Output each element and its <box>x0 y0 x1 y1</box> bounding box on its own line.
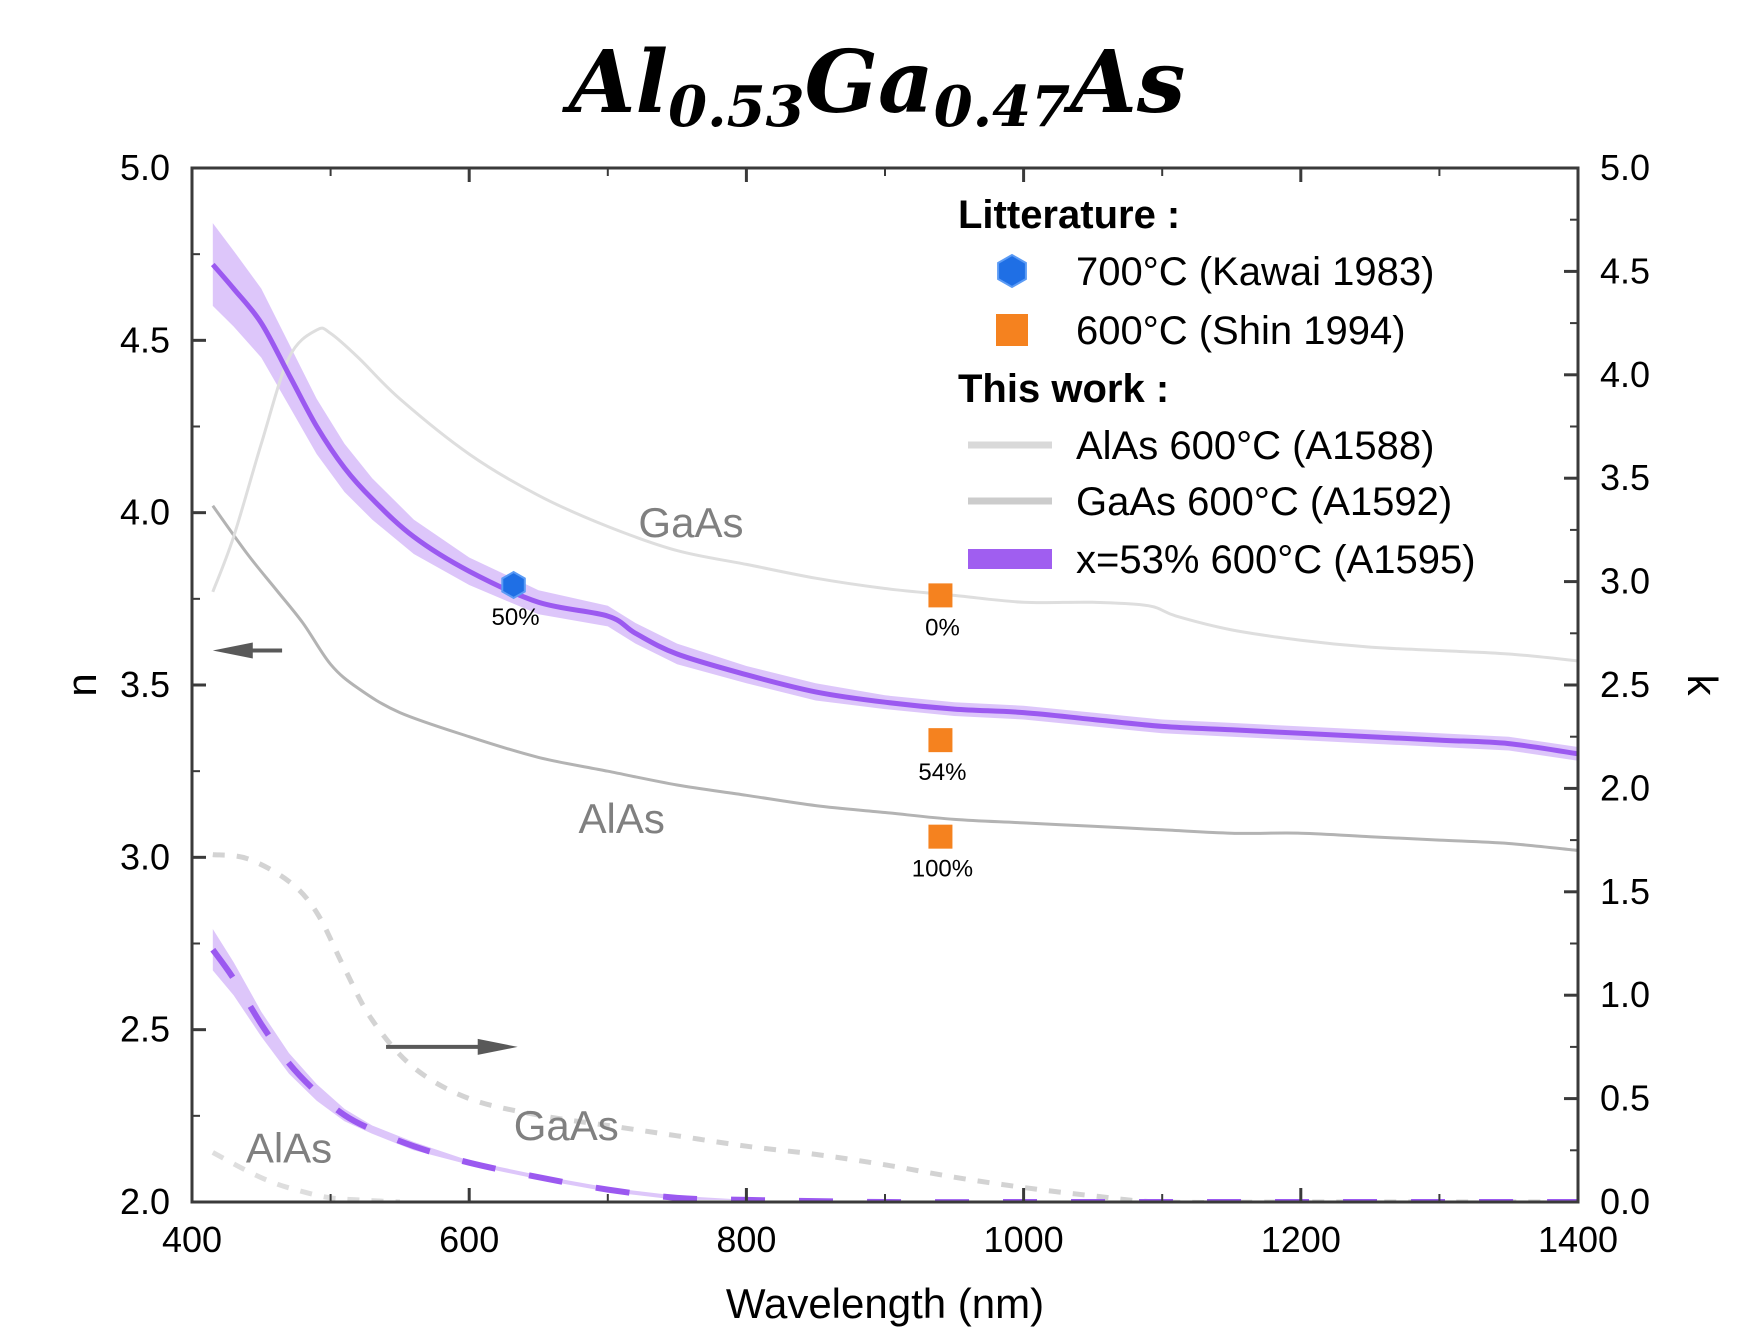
legend-label: 700°C (Kawai 1983) <box>1076 250 1434 294</box>
series-line-k-5 <box>210 947 1578 1202</box>
y-right-tick-label: 4.5 <box>1600 250 1650 291</box>
y-axis-label-left: n <box>58 673 105 696</box>
legend-label: AlAs 600°C (A1588) <box>1076 424 1434 468</box>
series-line-n-0 <box>211 504 1578 852</box>
legend-heading-this-work: This work : <box>958 367 1169 411</box>
data-point-label: 50% <box>492 604 540 631</box>
series-line-n-2 <box>210 262 1578 757</box>
y-right-tick-label: 3.5 <box>1600 457 1650 498</box>
axis-arrow-right-icon <box>386 1038 518 1055</box>
x-tick-label: 600 <box>439 1219 499 1260</box>
x-tick-label: 400 <box>162 1219 222 1260</box>
title-subscript: 0.47 <box>934 74 1070 140</box>
title-subscript: 0.53 <box>668 74 804 140</box>
data-point-label: 0% <box>925 614 960 641</box>
x-tick-label: 1200 <box>1261 1219 1341 1260</box>
axes: 400 600 800 1000 1200 1400 2.0 2.5 3.0 3.5 4.0 4.5 5… <box>58 147 1726 1327</box>
y-axis-label-right: k <box>1679 675 1726 697</box>
y-right-tick-label: 5.0 <box>1600 147 1650 188</box>
data-point-hexagon <box>501 570 526 600</box>
y-right-tick-label: 0.0 <box>1600 1181 1650 1222</box>
x-tick-label: 1000 <box>984 1219 1064 1260</box>
x-tick-label: 800 <box>716 1219 776 1260</box>
y-left-tick-label: 4.5 <box>120 319 170 360</box>
y-left-tick-label: 3.5 <box>120 664 170 705</box>
legend-band-icon <box>968 549 1052 569</box>
y-left-tick-label: 5.0 <box>120 147 170 188</box>
legend-heading-literature: Litterature : <box>958 193 1180 237</box>
y-right-tick-label: 2.5 <box>1600 664 1650 705</box>
y-right-tick-label: 0.5 <box>1600 1078 1650 1119</box>
chart-title-text: Al0.53Ga0.47As <box>562 32 1186 140</box>
legend-square-icon <box>996 314 1028 346</box>
title-part: Ga <box>805 32 934 133</box>
y-left-tick-label: 2.0 <box>120 1181 170 1222</box>
y-right-tick-label: 3.0 <box>1600 561 1650 602</box>
axis-arrow-left-icon <box>212 642 283 659</box>
plot-contents: GaAs AlAs GaAs AlAs <box>210 223 1578 1202</box>
title-part: Al <box>562 32 668 133</box>
legend-label: 600°C (Shin 1994) <box>1076 309 1406 353</box>
legend-label: x=53% 600°C (A1595) <box>1076 538 1476 582</box>
y-right-tick-label: 1.5 <box>1600 871 1650 912</box>
data-point-square <box>928 583 953 608</box>
data-point-square <box>928 728 953 753</box>
y-left-tick-label: 4.0 <box>120 492 170 533</box>
y-right-tick-label: 4.0 <box>1600 354 1650 395</box>
y-left-tick-label: 3.0 <box>120 836 170 877</box>
legend-hexagon-icon <box>997 253 1027 289</box>
data-point-square <box>928 824 953 849</box>
curve-annotation: GaAs <box>638 499 743 546</box>
curve-annotation: AlAs <box>578 795 664 842</box>
curve-annotation: GaAs <box>514 1102 619 1149</box>
data-point-label: 54% <box>918 759 966 786</box>
series-line-n-1 <box>211 326 1578 663</box>
y-right-tick-label: 2.0 <box>1600 767 1650 808</box>
legend: Litterature : 700°C (Kawai 1983) 600°C (Sh… <box>958 193 1476 582</box>
y-left-tick-label: 2.5 <box>120 1009 170 1050</box>
series-line-k-4 <box>212 852 1578 1202</box>
chart-title: Al0.53Ga0.47As <box>562 32 1186 140</box>
plot-area: GaAs AlAs GaAs AlAs 50% 0% 54% 100% <box>210 223 1578 1202</box>
title-part: As <box>1063 32 1185 133</box>
legend-label: GaAs 600°C (A1592) <box>1076 480 1452 524</box>
curve-annotation: AlAs <box>246 1125 332 1172</box>
uncertainty-band-k <box>212 929 1578 1202</box>
series-line-k-3 <box>211 1150 401 1202</box>
x-tick-label: 1400 <box>1538 1219 1618 1260</box>
x-axis-label: Wavelength (nm) <box>726 1280 1044 1327</box>
y-right-tick-label: 1.0 <box>1600 974 1650 1015</box>
data-point-label: 100% <box>912 856 973 883</box>
